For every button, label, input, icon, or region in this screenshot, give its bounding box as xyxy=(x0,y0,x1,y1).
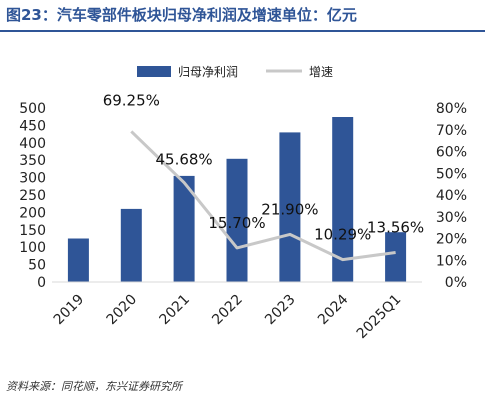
bar-2025Q1 xyxy=(385,232,407,282)
y-right-tick: 50% xyxy=(436,166,467,182)
legend: 归母净利润 增速 xyxy=(137,65,333,79)
bar-2020 xyxy=(120,208,142,282)
x-tick-2025Q1: 2025Q1 xyxy=(354,292,405,343)
y-left-tick: 100 xyxy=(19,240,46,256)
y-left-tick: 350 xyxy=(19,153,46,169)
line-series xyxy=(130,130,396,262)
legend-swatch-bar xyxy=(137,66,171,77)
y-left-tick: 300 xyxy=(19,171,46,187)
data-label-2022: 15.70% xyxy=(208,214,265,232)
data-label-2020: 69.25% xyxy=(103,91,160,109)
bar-2022 xyxy=(226,158,248,282)
legend-label-bar: 归母净利润 xyxy=(178,65,238,79)
y-right-tick: 70% xyxy=(436,123,467,139)
y-left-tick: 50 xyxy=(28,258,46,274)
y-right-tick: 40% xyxy=(436,188,467,204)
y-right-tick: 80% xyxy=(436,101,467,117)
data-labels: 69.25% 45.68% 15.70%21.90% 10.29%13.56% xyxy=(103,91,425,243)
legend-label-line: 增速 xyxy=(309,65,333,79)
data-label-2025Q1: 13.56% xyxy=(367,219,424,237)
y-right-tick: 0% xyxy=(445,275,467,291)
x-tick-2019: 2019 xyxy=(51,292,88,329)
data-label-2024: 10.29% xyxy=(314,226,371,244)
data-label-2023: 21.90% xyxy=(261,200,318,218)
y-right-tick: 10% xyxy=(436,253,467,269)
x-tick-2024: 2024 xyxy=(315,291,352,328)
x-tick-2021: 2021 xyxy=(156,292,193,329)
bar-2024 xyxy=(332,117,354,282)
x-tick-2023: 2023 xyxy=(262,292,299,329)
y-left-tick: 500 xyxy=(19,101,46,117)
bar-2019 xyxy=(67,238,89,282)
y-left-tick: 200 xyxy=(19,205,46,221)
y-left-tick: 250 xyxy=(19,188,46,204)
growth-line xyxy=(130,130,396,262)
y-right-tick: 60% xyxy=(436,145,467,161)
source-note: 资料来源：同花顺，东兴证券研究所 xyxy=(6,380,182,393)
y-right-tick: 30% xyxy=(436,210,467,226)
y-left-tick: 450 xyxy=(19,118,46,134)
y-left-tick: 150 xyxy=(19,223,46,239)
chart-title: 图23：汽车零部件板块归母净利润及增速单位：亿元 xyxy=(6,6,357,24)
title-underline xyxy=(0,30,485,32)
x-tick-2020: 2020 xyxy=(104,292,141,329)
bar-2021 xyxy=(173,175,195,282)
x-tick-2022: 2022 xyxy=(209,292,246,329)
bar-series xyxy=(67,117,407,282)
data-label-2021: 45.68% xyxy=(155,151,212,169)
y-right-tick: 20% xyxy=(436,232,467,248)
y-left-tick: 400 xyxy=(19,136,46,152)
bar-2023 xyxy=(279,132,301,282)
y-left-tick: 0 xyxy=(37,275,46,291)
